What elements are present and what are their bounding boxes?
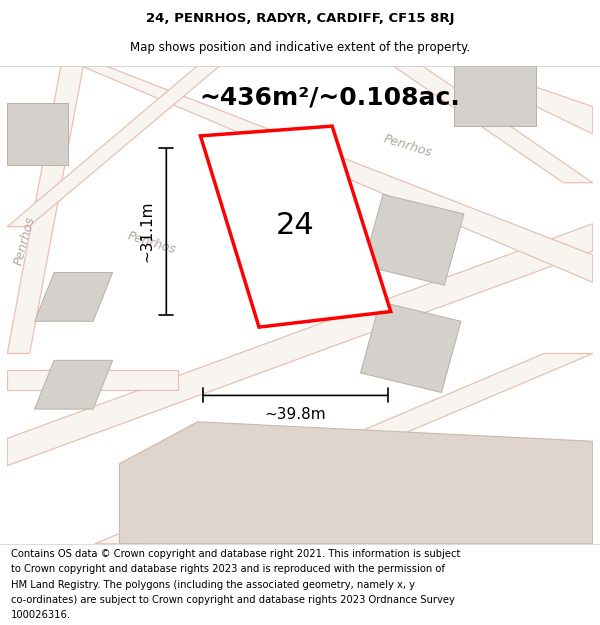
Polygon shape (7, 370, 178, 389)
Text: Penrhos: Penrhos (382, 132, 433, 159)
Polygon shape (7, 66, 220, 227)
Text: ~31.1m: ~31.1m (139, 201, 154, 262)
Polygon shape (364, 194, 464, 285)
Polygon shape (200, 126, 391, 327)
Polygon shape (119, 422, 593, 544)
Text: ~436m²/~0.108ac.: ~436m²/~0.108ac. (199, 86, 460, 109)
Text: Map shows position and indicative extent of the property.: Map shows position and indicative extent… (130, 41, 470, 54)
Polygon shape (95, 354, 593, 544)
Polygon shape (7, 102, 68, 165)
Polygon shape (7, 224, 593, 466)
Text: Penrhos: Penrhos (126, 229, 178, 257)
Text: Penrhos: Penrhos (12, 215, 38, 268)
Polygon shape (80, 66, 593, 282)
Polygon shape (7, 66, 83, 354)
Text: HM Land Registry. The polygons (including the associated geometry, namely x, y: HM Land Registry. The polygons (includin… (11, 579, 415, 589)
Polygon shape (454, 66, 536, 126)
Polygon shape (451, 66, 593, 134)
Text: 100026316.: 100026316. (11, 609, 71, 619)
Text: ~39.8m: ~39.8m (265, 408, 326, 422)
Text: 24: 24 (276, 211, 315, 239)
Text: Contains OS data © Crown copyright and database right 2021. This information is : Contains OS data © Crown copyright and d… (11, 549, 460, 559)
Text: 24, PENRHOS, RADYR, CARDIFF, CF15 8RJ: 24, PENRHOS, RADYR, CARDIFF, CF15 8RJ (146, 12, 454, 25)
Polygon shape (35, 272, 113, 321)
Polygon shape (361, 302, 461, 392)
Polygon shape (35, 360, 113, 409)
Text: co-ordinates) are subject to Crown copyright and database rights 2023 Ordnance S: co-ordinates) are subject to Crown copyr… (11, 594, 455, 604)
Text: to Crown copyright and database rights 2023 and is reproduced with the permissio: to Crown copyright and database rights 2… (11, 564, 445, 574)
Polygon shape (392, 66, 593, 182)
